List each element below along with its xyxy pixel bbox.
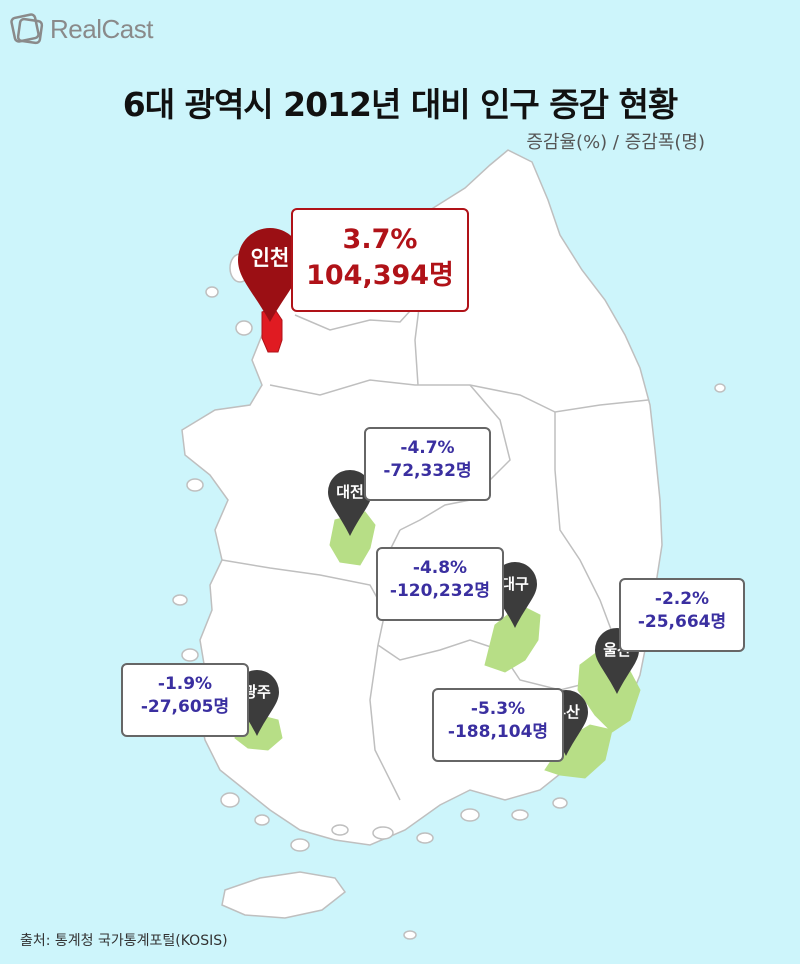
realcast-logo: RealCast	[10, 12, 153, 46]
brand-name: RealCast	[50, 13, 153, 44]
incheon-change: 104,394명	[306, 260, 454, 291]
jeju-island	[221, 871, 347, 919]
source-note: 출처: 통계청 국가통계포털(KOSIS)	[20, 933, 228, 949]
callout-daejeon: -4.7% -72,332명	[364, 427, 491, 501]
pin-daejeon	[328, 470, 372, 536]
callout-gwangju: -1.9% -27,605명	[121, 663, 249, 737]
ulsan-rate: -2.2%	[654, 589, 710, 609]
realcast-logo-icon	[10, 13, 44, 45]
daejeon-rate: -4.7%	[400, 438, 455, 458]
callout-daegu: -4.8% -120,232명	[376, 547, 504, 621]
daejeon-change: -72,332명	[383, 461, 472, 481]
daegu-rate: -4.8%	[412, 558, 468, 578]
busan-change: -188,104명	[447, 722, 549, 742]
callout-ulsan: -2.2% -25,664명	[619, 578, 745, 652]
callout-busan: -5.3% -188,104명	[432, 688, 564, 762]
ulsan-change: -25,664명	[637, 612, 727, 632]
region-daejeon	[329, 511, 376, 566]
incheon-rate: 3.7%	[342, 224, 418, 255]
pin-label-gwangju: 광주	[243, 683, 271, 701]
page-title: 6대 광역시 2012년 대비 인구 증감 현황	[122, 85, 678, 124]
gwangju-rate: -1.9%	[157, 674, 213, 694]
region-daegu	[484, 604, 541, 673]
pin-label-daegu: 대구	[501, 575, 529, 593]
busan-rate: -5.3%	[470, 699, 526, 719]
pin-label-incheon: 인천	[250, 246, 290, 270]
gwangju-change: -27,605명	[140, 697, 230, 717]
callout-incheon: 3.7% 104,394명	[291, 208, 469, 312]
pin-incheon	[238, 228, 302, 322]
pin-label-daejeon: 대전	[336, 483, 364, 501]
pin-daegu	[493, 562, 537, 628]
daegu-change: -120,232명	[389, 581, 491, 601]
legend-subtitle: 증감율(%) / 증감폭(명)	[526, 132, 705, 153]
